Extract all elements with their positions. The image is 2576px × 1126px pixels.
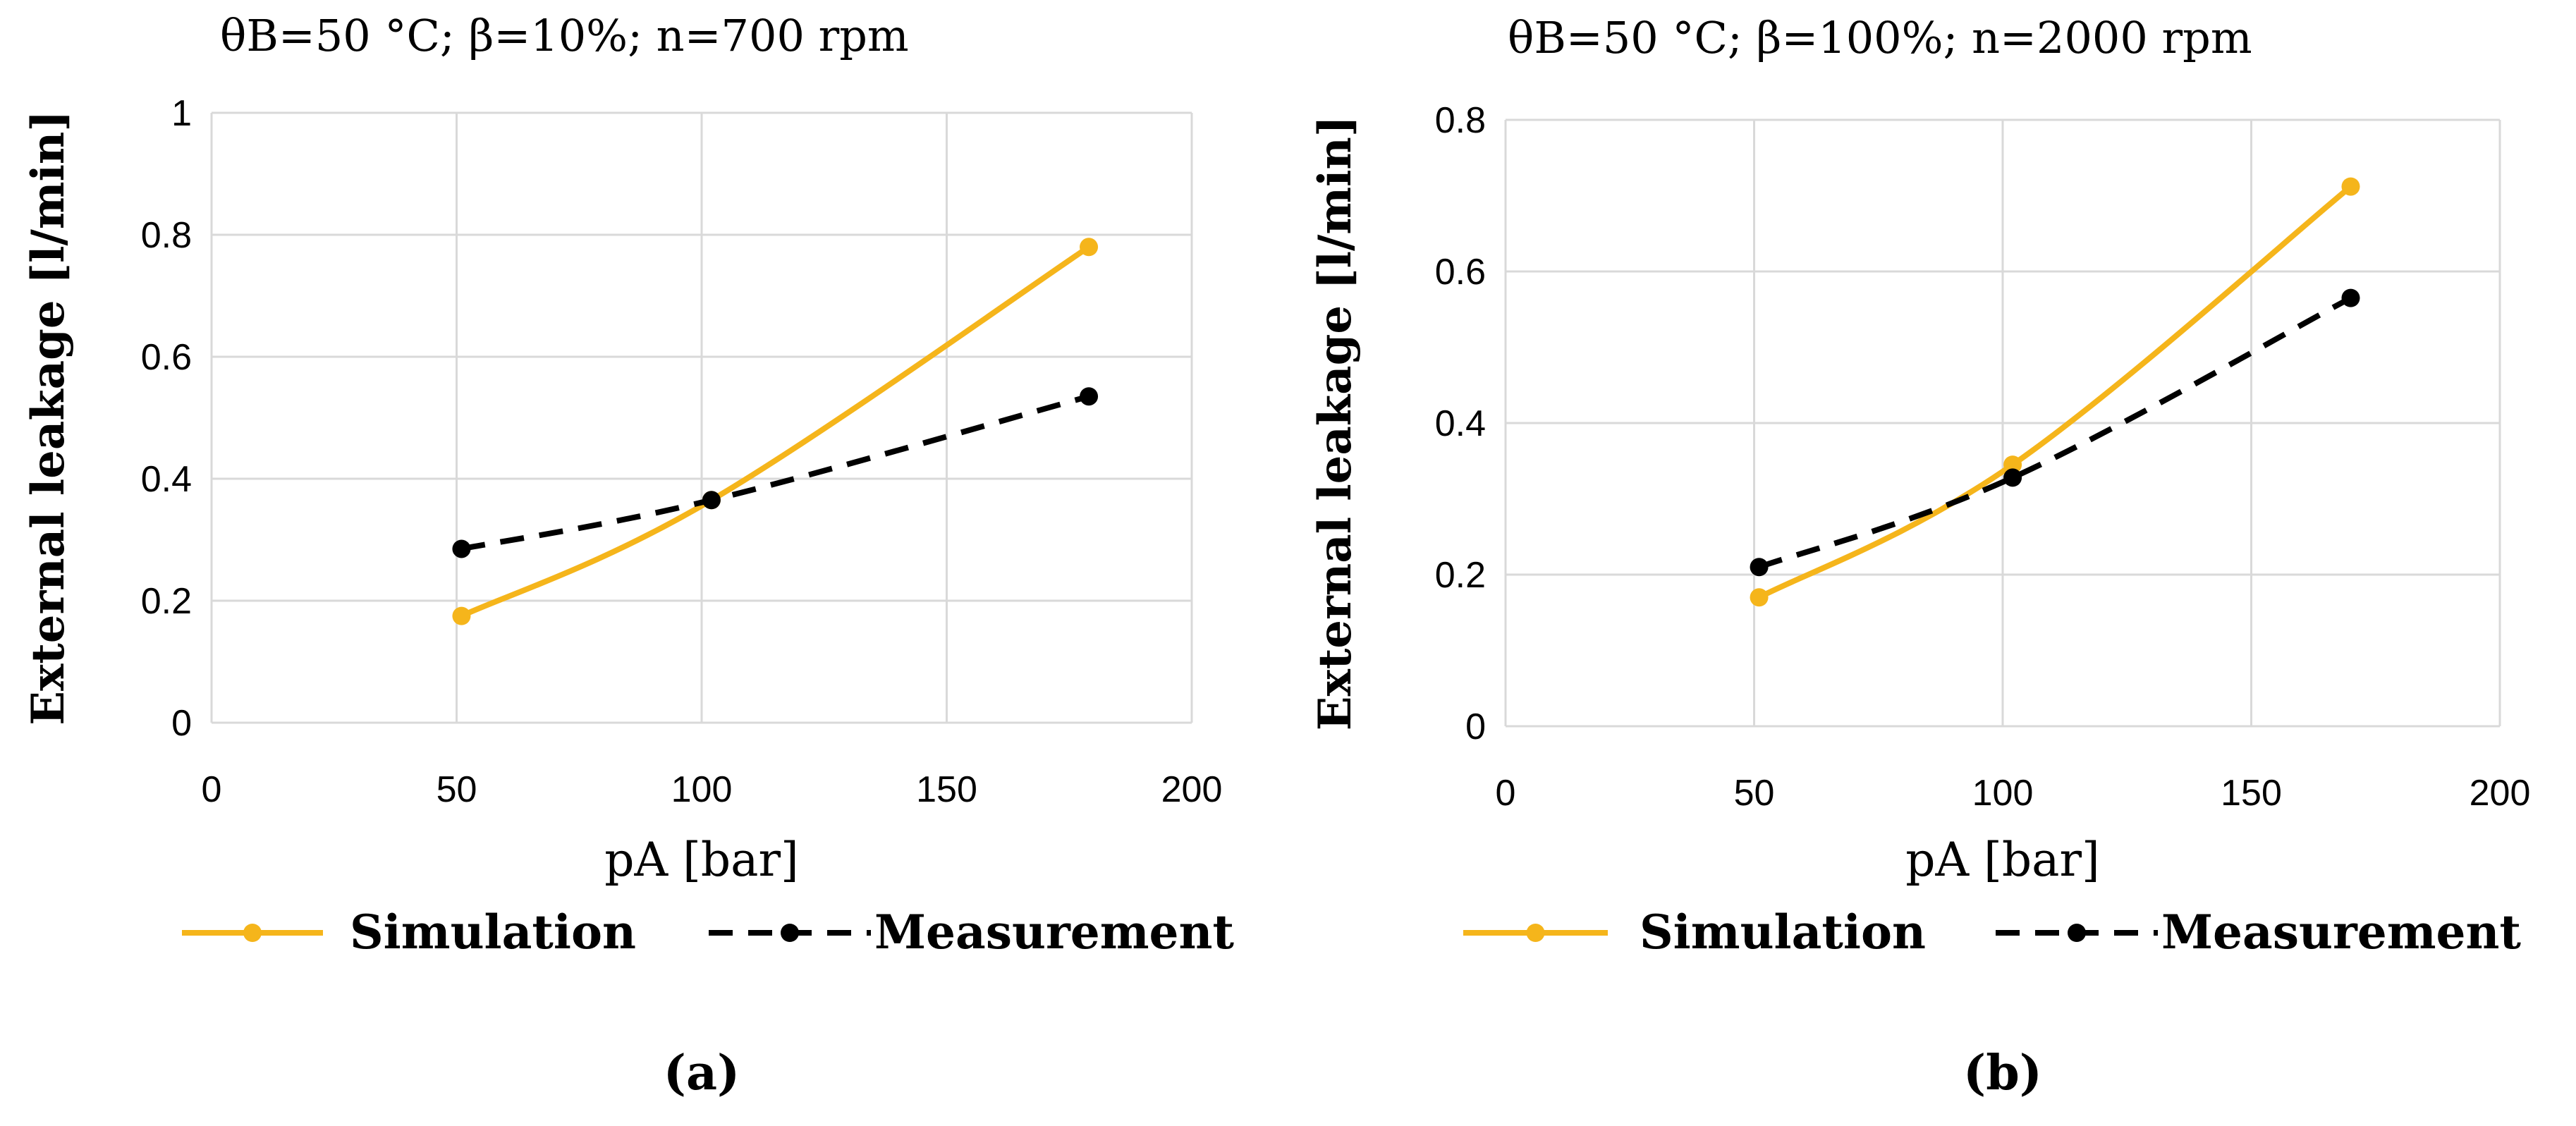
x-tick-label: 50 bbox=[1734, 773, 1775, 814]
x-tick-label: 150 bbox=[916, 769, 977, 810]
legend-simulation-marker bbox=[1526, 924, 1545, 942]
data-point-measurement bbox=[452, 539, 471, 558]
y-axis-label: External leakage [l/min] bbox=[1309, 116, 1362, 730]
legend: Simulation Measurement bbox=[1463, 905, 2522, 960]
x-tick-label: 50 bbox=[437, 769, 477, 810]
x-axis-label: pA [bar] bbox=[604, 833, 799, 887]
series-line-simulation bbox=[1757, 184, 2353, 600]
legend-simulation-label: Simulation bbox=[350, 905, 636, 960]
chart-title: θB=50 °C; β=100%; n=2000 rpm bbox=[1508, 12, 2252, 63]
legend: Simulation Measurement bbox=[182, 905, 1235, 960]
legend-measurement-marker bbox=[2068, 924, 2086, 942]
data-point-simulation bbox=[1080, 238, 1099, 257]
y-tick-label: 0 bbox=[1465, 706, 1486, 747]
subfigure-caption: (b) bbox=[1963, 1045, 2042, 1101]
data-point-measurement bbox=[2003, 468, 2022, 487]
y-tick-label: 0.2 bbox=[1435, 555, 1486, 596]
x-tick-label: 200 bbox=[1161, 769, 1223, 810]
x-tick-label: 100 bbox=[1972, 773, 2034, 814]
x-axis-label: pA [bar] bbox=[1905, 833, 2100, 887]
x-tick-label: 0 bbox=[1496, 773, 1516, 814]
data-point-measurement bbox=[2341, 288, 2360, 307]
data-point-measurement bbox=[1080, 387, 1099, 406]
y-axis-label: External leakage [l/min] bbox=[22, 110, 75, 725]
legend-measurement-marker bbox=[781, 924, 799, 942]
subfigure-caption: (a) bbox=[664, 1045, 740, 1101]
legend-measurement-label: Measurement bbox=[874, 905, 1235, 960]
data-point-simulation bbox=[452, 606, 471, 625]
chart-a: 0 0.2 0.4 0.6 0.8 1 0 50 100 150 200 θB=50 °C; β=10… bbox=[22, 10, 1235, 1101]
data-point-measurement bbox=[1750, 558, 1769, 577]
x-tick-label: 100 bbox=[671, 769, 733, 810]
y-tick-label: 0.8 bbox=[141, 215, 192, 256]
x-tick-label: 150 bbox=[2221, 773, 2282, 814]
legend-simulation-marker bbox=[243, 924, 262, 942]
chart-title: θB=50 °C; β=10%; n=700 rpm bbox=[220, 10, 909, 61]
data-point-simulation bbox=[1750, 588, 1769, 607]
y-tick-label: 0 bbox=[171, 703, 192, 744]
x-tick-label: 200 bbox=[2470, 773, 2531, 814]
y-tick-label: 0.8 bbox=[1435, 100, 1486, 141]
chart-b: 0 0.2 0.4 0.6 0.8 0 50 100 150 200 θB=50 °C; β=100… bbox=[1309, 12, 2530, 1101]
data-point-simulation bbox=[2003, 455, 2022, 475]
data-point-measurement bbox=[702, 491, 721, 510]
y-tick-label: 0.2 bbox=[141, 581, 192, 622]
y-tick-label: 1 bbox=[171, 93, 192, 134]
data-point-simulation bbox=[2341, 177, 2360, 196]
y-tick-label: 0.4 bbox=[141, 459, 192, 500]
series-line-measurement bbox=[460, 393, 1090, 552]
series-line-simulation bbox=[460, 244, 1091, 619]
legend-measurement-label: Measurement bbox=[2161, 905, 2522, 960]
legend-simulation-label: Simulation bbox=[1640, 905, 1926, 960]
y-tick-label: 0.4 bbox=[1435, 403, 1486, 444]
series-line-measurement bbox=[1758, 295, 2352, 570]
y-tick-label: 0.6 bbox=[1435, 252, 1486, 293]
x-tick-label: 0 bbox=[202, 769, 222, 810]
y-tick-label: 0.6 bbox=[141, 337, 192, 378]
